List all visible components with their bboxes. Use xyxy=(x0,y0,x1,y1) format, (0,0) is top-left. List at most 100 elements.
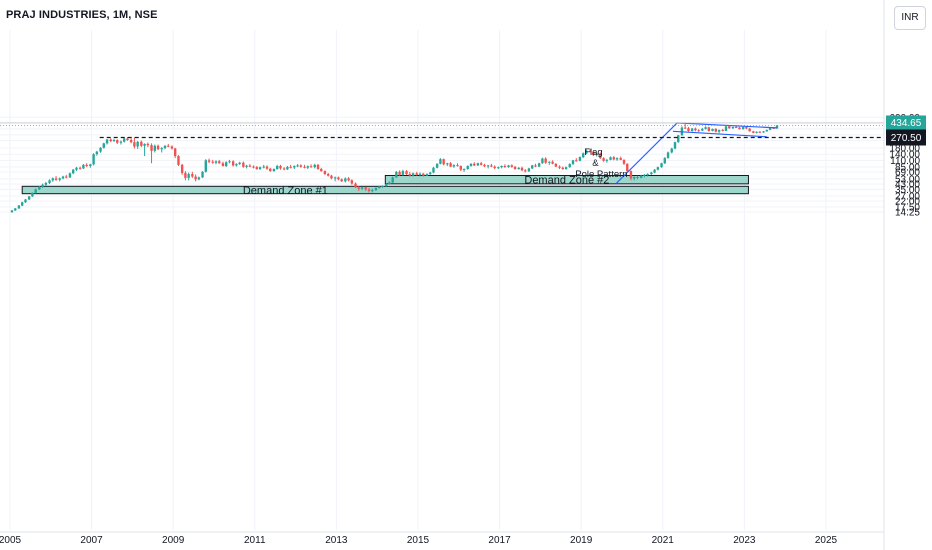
candle-body xyxy=(48,180,51,183)
candle-body xyxy=(486,165,490,167)
candle-body xyxy=(167,145,170,147)
candle-body xyxy=(500,165,503,168)
candle-body xyxy=(748,128,751,132)
x-tick-label: 2015 xyxy=(407,535,430,546)
candle-body xyxy=(41,184,44,187)
candle-body xyxy=(446,163,449,165)
candle-body xyxy=(170,146,174,149)
annotation-line-2: & xyxy=(592,158,599,169)
candle-body xyxy=(758,131,762,133)
candle-body xyxy=(524,170,527,172)
candle-body xyxy=(354,183,357,188)
candle-body xyxy=(466,165,469,170)
candle-body xyxy=(282,168,286,170)
y-tick-label: 85.00 xyxy=(895,162,920,173)
candle-body xyxy=(384,184,388,186)
candle-body xyxy=(218,161,221,164)
candle-body xyxy=(571,160,575,165)
candle-body xyxy=(745,126,748,129)
candle-body xyxy=(405,171,408,175)
candle-body xyxy=(136,141,139,147)
y-tick-label: 14.25 xyxy=(895,208,920,219)
candle-body xyxy=(605,159,609,161)
candle-body xyxy=(10,210,14,213)
candle-body xyxy=(633,176,636,179)
candle-body xyxy=(204,160,207,172)
candle-body xyxy=(520,167,524,171)
candle-body xyxy=(741,126,745,130)
candle-body xyxy=(643,174,646,176)
currency-button[interactable]: INR xyxy=(894,6,926,30)
x-tick-label: 2013 xyxy=(325,535,348,546)
candle-body xyxy=(391,177,394,183)
candle-body xyxy=(425,174,429,176)
candle-body xyxy=(34,189,37,193)
price-labels: 434.6525d 22h270.50 xyxy=(886,115,926,146)
candle-body xyxy=(197,177,201,180)
annotation-line-3: Pole Pattern xyxy=(575,169,627,180)
chart-grid xyxy=(0,30,884,530)
candle-body xyxy=(330,175,333,179)
demand-zone-2 xyxy=(384,174,749,185)
candle-body xyxy=(765,129,768,132)
candle-body xyxy=(456,165,459,167)
candle-body xyxy=(398,171,401,175)
candle-body xyxy=(313,164,316,168)
candle-body xyxy=(296,165,299,167)
candle-body xyxy=(126,138,129,141)
candle-body xyxy=(65,176,68,178)
candle-body xyxy=(160,148,163,150)
candle-body xyxy=(184,172,187,178)
annotation-line-1: Flag xyxy=(584,147,602,158)
candle-body xyxy=(650,172,653,175)
candle-body xyxy=(612,157,615,160)
x-tick-label: 2011 xyxy=(244,535,266,546)
candle-body xyxy=(401,171,405,175)
candle-body xyxy=(242,162,245,167)
candle-body xyxy=(89,164,92,166)
candle-body xyxy=(31,192,34,197)
candle-body xyxy=(775,125,779,129)
candle-body xyxy=(462,169,466,171)
candle-body xyxy=(272,169,276,172)
candle-body xyxy=(469,163,473,166)
candle-body xyxy=(17,205,21,209)
candle-body xyxy=(697,130,700,132)
candle-body xyxy=(429,172,432,175)
candle-body xyxy=(592,151,595,156)
candle-body xyxy=(548,161,551,163)
candle-body xyxy=(21,202,24,206)
candle-body xyxy=(112,140,116,142)
candle-body xyxy=(371,190,374,192)
candle-body xyxy=(364,187,367,190)
candle-body xyxy=(255,167,258,170)
candle-body xyxy=(476,163,480,166)
pattern-line-pole xyxy=(615,122,678,185)
chart-title: PRAJ INDUSTRIES, 1M, NSE xyxy=(6,9,158,21)
candle-body xyxy=(646,174,649,176)
candle-body xyxy=(214,161,218,163)
x-tick-label: 2009 xyxy=(162,535,185,546)
candle-body xyxy=(350,180,354,184)
x-tick-label: 2025 xyxy=(815,535,838,546)
candle-body xyxy=(544,158,547,163)
candle-body xyxy=(395,171,398,178)
demand-zone-1 xyxy=(21,185,749,195)
candle-body xyxy=(235,164,238,166)
candle-body xyxy=(258,167,262,170)
candle-body xyxy=(755,131,758,133)
candle-body xyxy=(279,165,282,169)
candle-body xyxy=(323,171,327,175)
candle-body xyxy=(673,142,677,149)
candle-body xyxy=(724,126,728,131)
candle-body xyxy=(129,140,133,143)
candle-body xyxy=(299,165,303,167)
candle-body xyxy=(150,145,153,151)
candle-body xyxy=(320,169,323,172)
candle-body xyxy=(694,128,697,131)
candle-body xyxy=(738,127,741,130)
candle-body xyxy=(360,187,364,189)
candle-body xyxy=(245,165,248,167)
candle-body xyxy=(717,129,721,132)
